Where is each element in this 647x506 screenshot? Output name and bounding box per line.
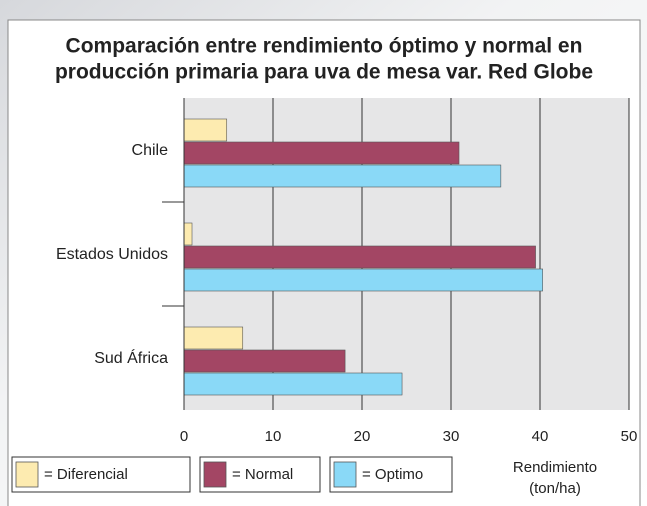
x-tick-label: 10: [265, 428, 282, 445]
y-tick-label: Estados Unidos: [56, 246, 168, 263]
x-tick-label: 40: [532, 428, 549, 445]
bar: [183, 222, 193, 246]
bar: [183, 349, 346, 373]
bar: [183, 164, 502, 188]
chart-title: Comparación entre rendimiento óptimo y n…: [66, 35, 583, 58]
bar: [183, 141, 460, 165]
legend-swatch: [15, 461, 39, 488]
x-tick-label: 0: [180, 428, 188, 445]
x-axis-label: Rendimiento: [513, 459, 597, 476]
y-tick-label: Sud África: [94, 348, 168, 367]
bar: [183, 268, 543, 292]
legend-label: = Optimo: [362, 466, 423, 483]
legend-swatch: [203, 461, 227, 488]
x-axis-label: (ton/ha): [529, 480, 581, 497]
chart-title: producción primaria para uva de mesa var…: [55, 61, 593, 84]
bar: [183, 372, 403, 396]
legend-swatch: [333, 461, 357, 488]
legend-label: = Diferencial: [44, 466, 128, 483]
bar: [183, 326, 244, 350]
legend-box: [11, 456, 191, 493]
legend-label: = Normal: [232, 466, 293, 483]
x-tick-label: 50: [621, 428, 638, 445]
bar: [183, 118, 228, 142]
y-tick-label: Chile: [132, 142, 169, 159]
x-tick-label: 30: [443, 428, 460, 445]
x-tick-label: 20: [354, 428, 371, 445]
bar: [183, 245, 536, 269]
